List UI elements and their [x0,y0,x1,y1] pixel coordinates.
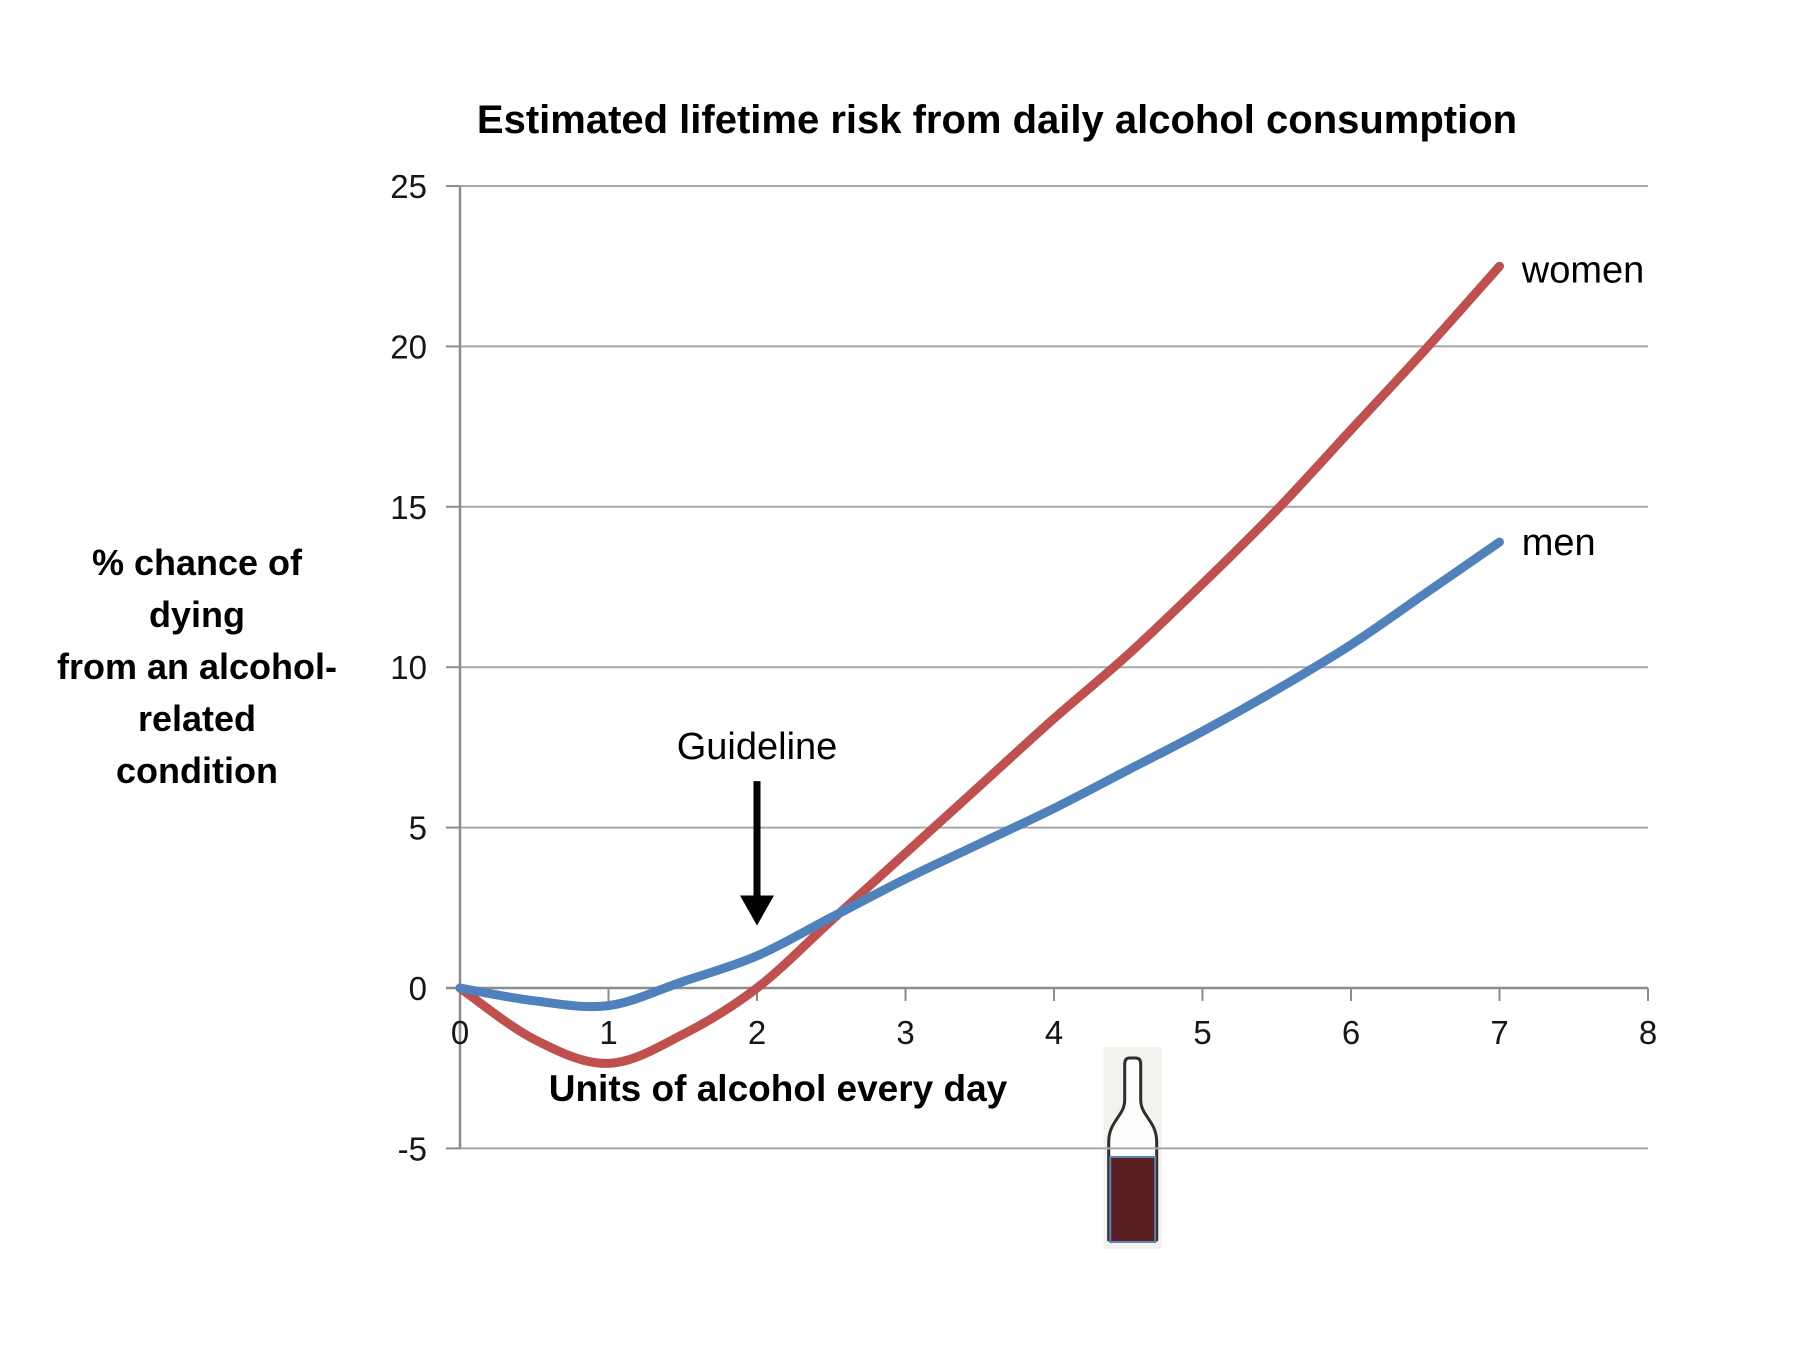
y-tick-label: 15 [390,489,427,526]
x-tick-label: 1 [599,1014,617,1051]
guideline-label: Guideline [677,726,838,768]
x-tick-label: 2 [748,1014,766,1051]
wine-bottle-fill [1109,1156,1157,1243]
y-tick-label: 10 [390,649,427,686]
series-curve-women [455,261,1504,1068]
guideline-arrow-head [740,895,774,926]
y-tick-label: 0 [409,970,427,1007]
x-tick-label: 4 [1045,1014,1063,1051]
y-tick-label: 25 [390,168,427,205]
y-axis-title: % chance of dying from an alcohol- relat… [27,537,367,797]
x-tick-label: 5 [1193,1014,1211,1051]
y-axis-title-line: condition [116,750,278,791]
series-label-women: women [1521,249,1645,291]
y-axis-title-line: from an alcohol- [56,646,338,687]
y-tick-label: 5 [409,810,427,847]
y-axis-title-line: % chance of [91,542,303,583]
x-tick-label: 6 [1342,1014,1360,1051]
series-label-men: men [1522,522,1596,564]
x-axis-title: Units of alcohol every day [548,1068,1008,1109]
x-tick-label: 8 [1639,1014,1657,1051]
y-tick-label: -5 [398,1130,427,1167]
x-tick-label: 7 [1490,1014,1508,1051]
y-axis-title-line: dying [149,594,245,635]
chart-title: Estimated lifetime risk from daily alcoh… [476,98,1518,142]
x-tick-label: 3 [896,1014,914,1051]
y-axis-title-line: related [137,698,257,739]
y-tick-label: 20 [390,328,427,365]
x-tick-label: 0 [451,1014,469,1051]
series-curve-men [455,537,1504,1012]
